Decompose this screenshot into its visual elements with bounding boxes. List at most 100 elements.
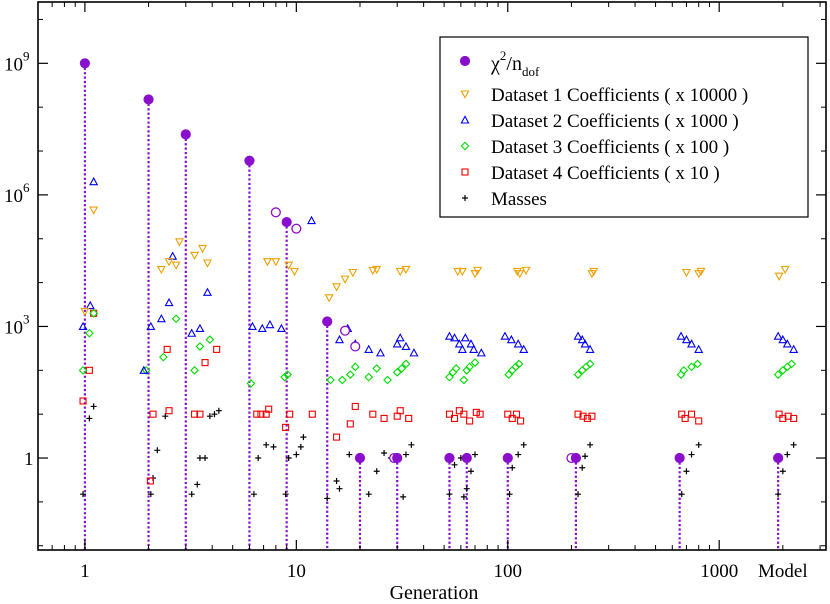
y-tick-label: 109 — [4, 48, 30, 75]
data-point — [405, 414, 413, 422]
data-point — [271, 258, 281, 267]
data-point — [695, 441, 702, 448]
data-point — [469, 344, 479, 353]
data-point — [202, 455, 209, 462]
data-point — [451, 364, 461, 373]
data-point — [80, 491, 87, 498]
data-point — [459, 375, 469, 385]
data-point — [281, 216, 292, 228]
data-point — [79, 58, 91, 69]
data-point — [368, 266, 378, 276]
data-point — [476, 348, 486, 357]
data-point — [255, 455, 262, 462]
data-point — [509, 464, 516, 471]
data-point — [579, 412, 587, 420]
data-point — [466, 339, 476, 348]
data-point — [346, 420, 354, 428]
data-point — [244, 155, 255, 166]
data-point — [80, 307, 90, 317]
data-point — [515, 270, 525, 279]
data-point — [257, 323, 267, 333]
legend-label-masses: Masses — [491, 189, 547, 210]
data-point — [457, 344, 467, 353]
data-point — [282, 491, 289, 498]
data-point — [257, 410, 265, 418]
data-point — [297, 443, 304, 450]
data-point — [580, 339, 590, 348]
data-point — [265, 405, 273, 413]
data-point — [678, 491, 685, 498]
data-point — [520, 441, 527, 448]
series-chi2_per_ndof — [79, 58, 784, 464]
data-point — [778, 334, 788, 344]
data-point — [784, 451, 791, 458]
y-tick-label: 1 — [24, 449, 34, 470]
data-point — [445, 410, 454, 418]
data-point — [782, 339, 792, 348]
data-point — [156, 265, 166, 275]
legend-box — [439, 36, 809, 218]
data-point — [364, 344, 374, 353]
data-point — [508, 414, 516, 422]
legend-label-dataset1: Dataset 1 Coefficients ( x 10000 ) — [491, 85, 748, 106]
legend-label-dataset3: Dataset 3 Coefficients ( x 100 ) — [491, 137, 729, 158]
data-point — [450, 414, 459, 422]
data-point — [773, 370, 783, 379]
data-point — [337, 375, 347, 385]
data-point — [194, 481, 201, 488]
data-point — [502, 452, 513, 464]
data-point — [789, 344, 799, 353]
data-point — [346, 451, 353, 458]
data-point — [291, 223, 302, 234]
data-point — [282, 423, 290, 431]
data-point — [681, 414, 689, 422]
data-point — [276, 323, 286, 333]
data-point — [445, 372, 454, 382]
data-point — [402, 451, 409, 458]
legend-symbol-d1 — [460, 90, 470, 99]
legend-chi2-symbol: χ — [490, 53, 500, 75]
data-point — [190, 410, 199, 418]
data-point — [280, 372, 289, 382]
data-point — [446, 491, 453, 498]
data-point — [265, 319, 275, 329]
data-point — [392, 452, 403, 464]
data-point — [215, 407, 222, 414]
data-point — [139, 365, 149, 374]
data-point — [147, 491, 154, 498]
data-point — [504, 370, 514, 379]
data-point — [687, 410, 696, 418]
data-point — [351, 402, 359, 411]
data-point — [790, 441, 797, 448]
series-masses — [80, 403, 797, 502]
data-point — [89, 176, 99, 186]
data-point — [190, 251, 200, 261]
data-point — [253, 410, 261, 418]
data-point — [308, 410, 316, 418]
data-point — [454, 339, 464, 348]
data-point — [695, 417, 703, 425]
data-point — [409, 348, 419, 357]
x-tick-label: 100 — [494, 561, 523, 582]
data-point — [467, 468, 474, 475]
data-point — [790, 414, 798, 422]
x-axis-label: Generation — [390, 582, 479, 604]
data-point — [514, 359, 524, 369]
data-point — [461, 452, 472, 464]
data-point — [270, 443, 277, 450]
data-point — [146, 477, 154, 485]
data-point — [396, 407, 404, 415]
data-point — [213, 345, 221, 353]
data-point — [326, 375, 335, 385]
x-tick-label: 1 — [80, 561, 90, 582]
data-point — [293, 451, 300, 458]
data-point — [187, 328, 197, 337]
data-point — [286, 410, 294, 418]
data-point — [465, 362, 474, 372]
data-point — [696, 267, 706, 277]
data-point — [460, 333, 470, 342]
legend-label-dataset2: Dataset 2 Coefficients ( x 1000 ) — [491, 111, 739, 132]
data-point — [583, 414, 591, 422]
data-point — [577, 334, 587, 344]
